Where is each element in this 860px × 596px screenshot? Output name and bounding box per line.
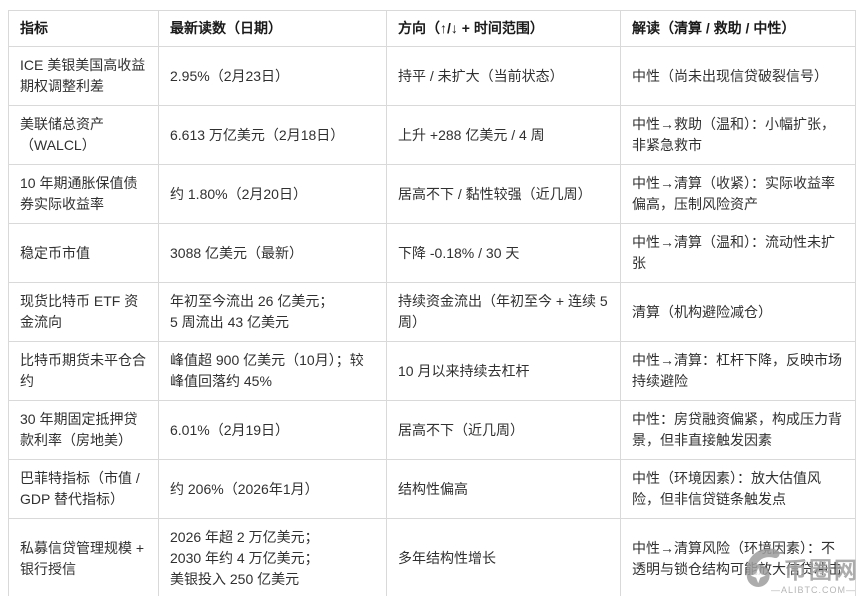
cell-interpretation: 中性→清算：杠杆下降，反映市场持续避险 [620,341,856,401]
cell-indicator: 比特币期货未平仓合约 [8,341,159,401]
column-header-interpretation: 解读（清算 / 救助 / 中性） [620,10,856,47]
cell-indicator: 稳定币市值 [8,223,159,283]
cell-interpretation: 中性→清算风险（环境因素）：不透明与锁仓结构可能放大信贷冲击 [620,518,856,596]
table-row: 30 年期固定抵押贷款利率（房地美） 6.01%（2月19日） 居高不下（近几周… [8,400,856,460]
cell-reading: 6.613 万亿美元（2月18日） [158,105,387,165]
cell-interpretation: 中性（尚未出现信贷破裂信号） [620,46,856,106]
cell-indicator: 10 年期通胀保值债券实际收益率 [8,164,159,224]
cell-interpretation: 中性→清算（收紧）：实际收益率偏高，压制风险资产 [620,164,856,224]
cell-direction: 下降 -0.18% / 30 天 [386,223,621,283]
cell-direction: 居高不下（近几周） [386,400,621,460]
column-header-reading: 最新读数（日期） [158,10,387,47]
cell-indicator: 30 年期固定抵押贷款利率（房地美） [8,400,159,460]
cell-direction: 持续资金流出（年初至今 + 连续 5 周） [386,282,621,342]
cell-indicator: 私募信贷管理规模 + 银行授信 [8,518,159,596]
table-row: 稳定币市值 3088 亿美元（最新） 下降 -0.18% / 30 天 中性→清… [8,223,856,283]
cell-interpretation: 中性：房贷融资偏紧，构成压力背景，但非直接触发因素 [620,400,856,460]
header-row: 指标 最新读数（日期） 方向（↑/↓ + 时间范围） 解读（清算 / 救助 / … [8,10,856,47]
table-row: 10 年期通胀保值债券实际收益率 约 1.80%（2月20日） 居高不下 / 黏… [8,164,856,224]
indicators-table: 指标 最新读数（日期） 方向（↑/↓ + 时间范围） 解读（清算 / 救助 / … [8,10,856,596]
cell-reading: 3088 亿美元（最新） [158,223,387,283]
cell-direction: 居高不下 / 黏性较强（近几周） [386,164,621,224]
cell-interpretation: 中性（环境因素）：放大估值风险，但非信贷链条触发点 [620,459,856,519]
cell-reading: 约 206%（2026年1月） [158,459,387,519]
cell-direction: 上升 +288 亿美元 / 4 周 [386,105,621,165]
cell-direction: 多年结构性增长 [386,518,621,596]
table-row: 私募信贷管理规模 + 银行授信 2026 年超 2 万亿美元； 2030 年约 … [8,518,856,596]
cell-reading: 约 1.80%（2月20日） [158,164,387,224]
column-header-direction: 方向（↑/↓ + 时间范围） [386,10,621,47]
cell-reading: 6.01%（2月19日） [158,400,387,460]
column-header-indicator: 指标 [8,10,159,47]
cell-reading: 2.95%（2月23日） [158,46,387,106]
cell-indicator: ICE 美银美国高收益期权调整利差 [8,46,159,106]
cell-reading: 年初至今流出 26 亿美元； 5 周流出 43 亿美元 [158,282,387,342]
cell-interpretation: 中性→清算（温和）：流动性未扩张 [620,223,856,283]
cell-indicator: 美联储总资产（WALCL） [8,105,159,165]
cell-interpretation: 清算（机构避险减仓） [620,282,856,342]
cell-indicator: 巴菲特指标（市值 / GDP 替代指标） [8,459,159,519]
cell-reading: 峰值超 900 亿美元（10月）；较峰值回落约 45% [158,341,387,401]
cell-interpretation: 中性→救助（温和）：小幅扩张，非紧急救市 [620,105,856,165]
table-row: 巴菲特指标（市值 / GDP 替代指标） 约 206%（2026年1月） 结构性… [8,459,856,519]
table-body: ICE 美银美国高收益期权调整利差 2.95%（2月23日） 持平 / 未扩大（… [8,46,856,596]
cell-direction: 结构性偏高 [386,459,621,519]
table-row: ICE 美银美国高收益期权调整利差 2.95%（2月23日） 持平 / 未扩大（… [8,46,856,106]
cell-direction: 10 月以来持续去杠杆 [386,341,621,401]
cell-reading: 2026 年超 2 万亿美元； 2030 年约 4 万亿美元； 美银投入 250… [158,518,387,596]
cell-direction: 持平 / 未扩大（当前状态） [386,46,621,106]
table-row: 现货比特币 ETF 资金流向 年初至今流出 26 亿美元； 5 周流出 43 亿… [8,282,856,342]
table-row: 美联储总资产（WALCL） 6.613 万亿美元（2月18日） 上升 +288 … [8,105,856,165]
table-row: 比特币期货未平仓合约 峰值超 900 亿美元（10月）；较峰值回落约 45% 1… [8,341,856,401]
cell-indicator: 现货比特币 ETF 资金流向 [8,282,159,342]
table-header: 指标 最新读数（日期） 方向（↑/↓ + 时间范围） 解读（清算 / 救助 / … [8,10,856,47]
